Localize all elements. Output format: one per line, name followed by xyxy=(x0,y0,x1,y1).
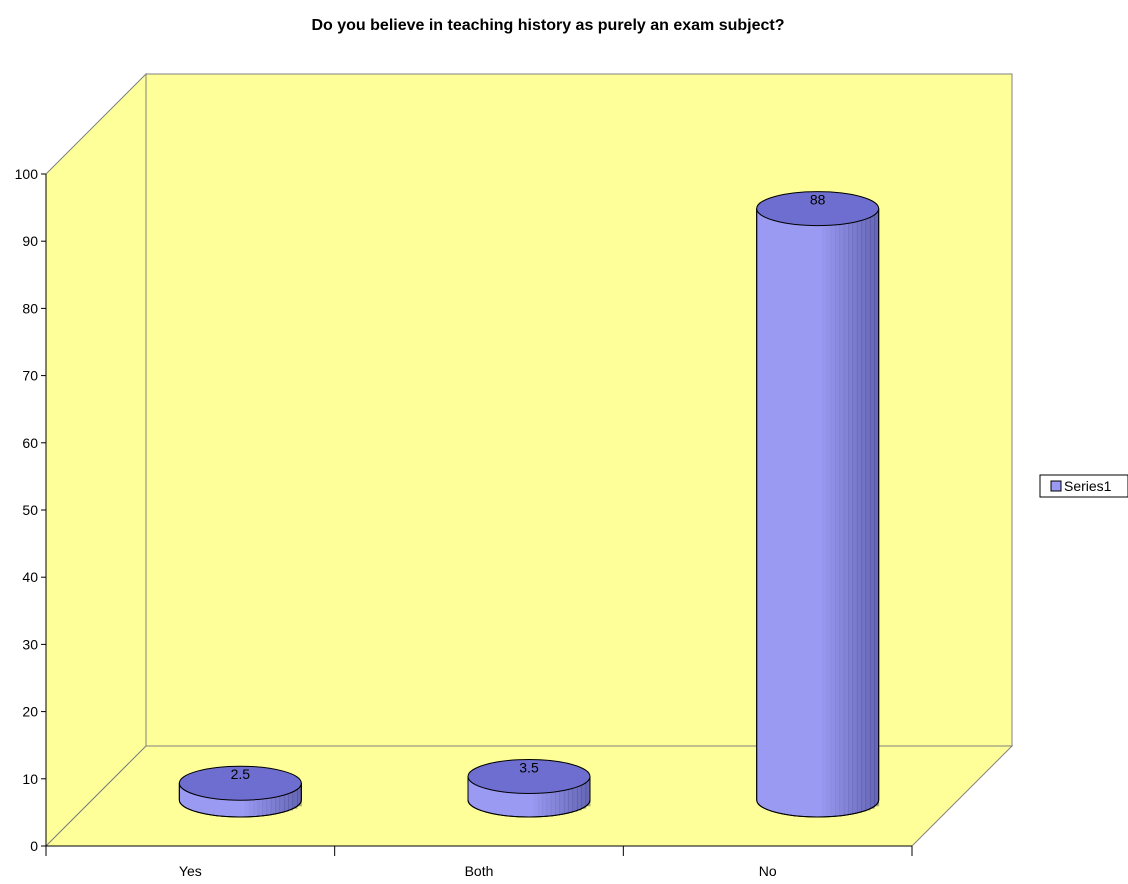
bar-shade xyxy=(581,776,587,809)
bar-no xyxy=(756,191,880,818)
bar-shade xyxy=(865,208,871,811)
bar-shade xyxy=(572,776,578,812)
bar-shade xyxy=(869,208,875,809)
bar-shade xyxy=(576,776,582,811)
bar-shade xyxy=(861,208,867,812)
bar-top xyxy=(756,191,880,227)
legend-box xyxy=(1039,474,1128,498)
y-tick-label: 40 xyxy=(22,569,38,585)
bar-shade xyxy=(537,776,543,817)
bar-shade xyxy=(818,209,823,817)
bar-shade xyxy=(283,783,289,812)
y-tick-label: 60 xyxy=(22,435,38,451)
bar-both xyxy=(467,758,591,818)
x-tick-label: Both xyxy=(465,863,494,879)
bar-shade xyxy=(843,208,849,816)
y-tick-label: 30 xyxy=(22,636,38,652)
bar-shade xyxy=(848,208,854,815)
bar-shade xyxy=(839,208,845,816)
bar-shade xyxy=(292,783,298,809)
bar-top xyxy=(178,765,302,801)
bar-shade xyxy=(856,208,862,814)
bars xyxy=(178,191,880,818)
bar-shade xyxy=(559,776,565,815)
bar-yes xyxy=(178,765,302,818)
bar-shade xyxy=(826,208,832,817)
y-tick-label: 50 xyxy=(22,502,38,518)
bar-shade xyxy=(852,208,858,814)
bar-shade xyxy=(835,208,840,817)
side-wall xyxy=(45,72,147,848)
y-tick-label: 90 xyxy=(22,233,38,249)
x-axis: Yes Both No xyxy=(45,845,913,879)
data-label: 88 xyxy=(810,192,826,208)
chart-title: Do you believe in teaching history as pu… xyxy=(311,17,784,34)
bar-shade xyxy=(279,783,285,814)
bar-shade xyxy=(874,208,880,807)
legend-swatch xyxy=(1050,480,1062,492)
y-tick-label: 100 xyxy=(15,166,39,182)
bar-shade xyxy=(262,783,267,816)
bar-top xyxy=(467,758,591,794)
y-tick-label: 20 xyxy=(22,704,38,720)
bar-shade xyxy=(275,783,281,814)
bar-shade xyxy=(296,783,302,807)
bar-shade xyxy=(542,776,547,817)
legend: Series1 xyxy=(1039,474,1128,498)
bar-shade xyxy=(830,208,836,817)
bar-outline xyxy=(467,776,591,818)
y-tick-label: 0 xyxy=(30,838,38,854)
back-wall xyxy=(145,73,1013,747)
bar-shade xyxy=(568,776,574,814)
y-tick-label: 80 xyxy=(22,300,38,316)
y-tick-label: 70 xyxy=(22,368,38,384)
bar-shade xyxy=(822,209,827,817)
bar-shade xyxy=(270,783,276,815)
bar-outline xyxy=(756,208,880,818)
bar-shade xyxy=(585,776,591,807)
y-tick-label: 10 xyxy=(22,771,38,787)
data-labels: 2.5 3.5 88 xyxy=(231,192,826,783)
bar-outline xyxy=(178,783,302,818)
data-label: 2.5 xyxy=(231,766,251,782)
y-axis: 0 10 20 30 40 50 60 70 80 90 100 xyxy=(15,166,47,854)
x-tick-label: No xyxy=(759,863,777,879)
x-tick-label: Yes xyxy=(179,863,202,879)
data-label: 3.5 xyxy=(519,759,539,775)
bar-shade xyxy=(288,783,294,811)
bar-shade xyxy=(555,776,560,816)
bar-shade xyxy=(563,776,569,814)
legend-label: Series1 xyxy=(1064,478,1112,494)
bar-shade xyxy=(266,783,272,816)
bar-shade xyxy=(550,776,556,816)
bar-shade xyxy=(546,776,552,817)
